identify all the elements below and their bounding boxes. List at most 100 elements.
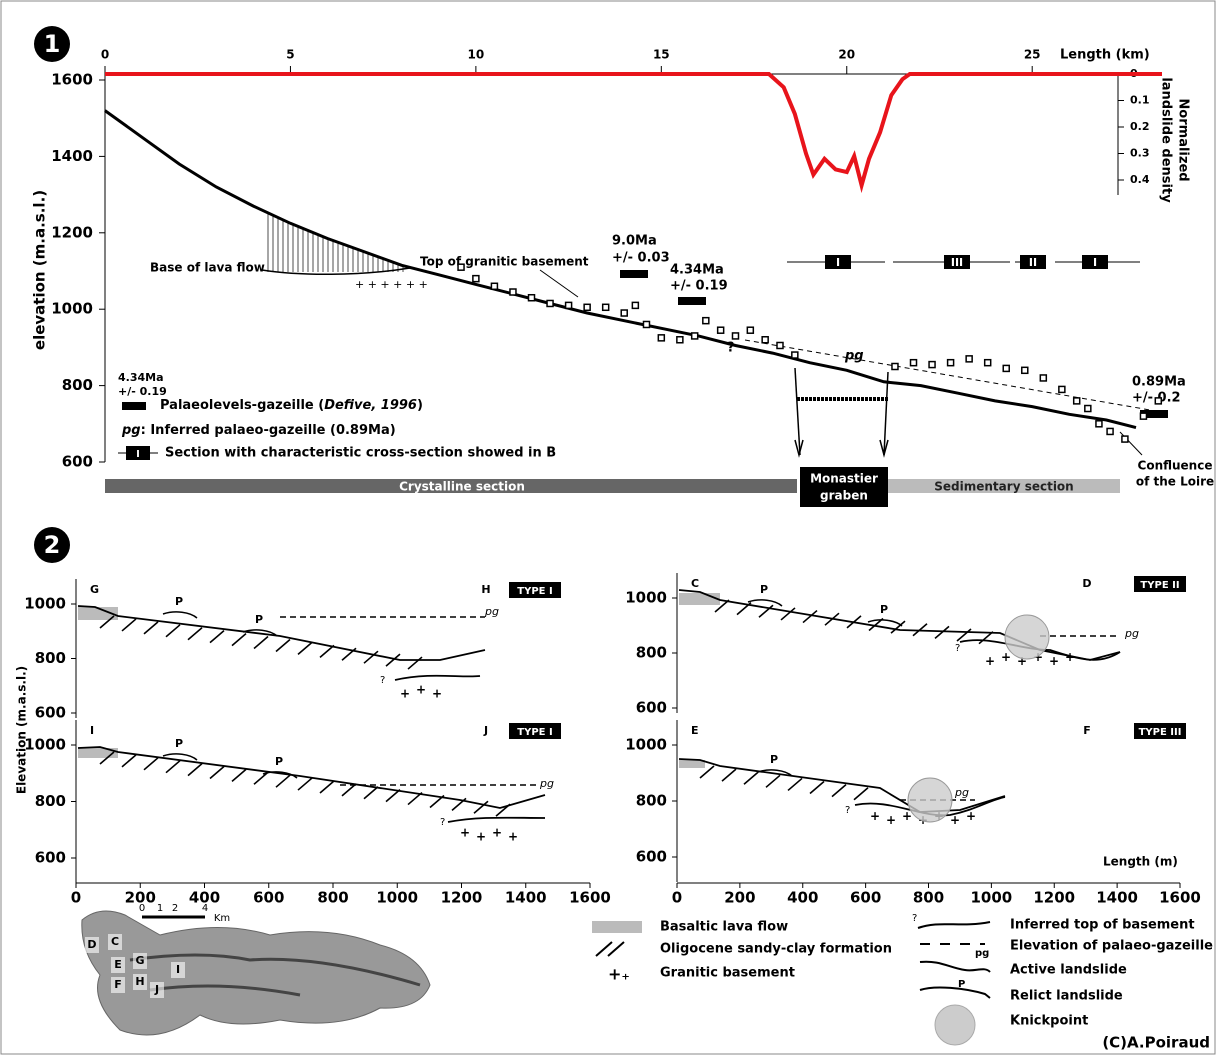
basement-q: ? — [380, 675, 385, 686]
relict-label: P — [175, 595, 183, 608]
type-label: TYPE I — [517, 586, 552, 597]
x-tick-label: 1000 — [376, 889, 418, 907]
y-tick-label: 600 — [636, 699, 667, 717]
oligocene-hatch — [121, 754, 137, 768]
bar-label: Monastier — [810, 472, 878, 486]
legend-swatch — [592, 921, 642, 933]
panel-number: 2 — [44, 531, 61, 559]
legend-text: +/- 0.19 — [118, 385, 167, 398]
type-box — [509, 723, 561, 739]
legend-text: pg — [975, 948, 989, 959]
x-tick-label: 1600 — [1159, 889, 1201, 907]
basement-point — [946, 358, 955, 367]
annotation: +/- 0.19 — [670, 279, 728, 294]
y2-axis-label: Normalized — [1176, 98, 1191, 181]
badge — [34, 527, 70, 563]
profile-start: E — [691, 724, 699, 737]
legend-text: ) — [417, 398, 423, 413]
map-label: E — [114, 958, 122, 971]
profile-start: G — [90, 583, 99, 596]
basement-point — [983, 358, 992, 367]
legend-text: P — [958, 979, 965, 990]
basement-point — [1039, 374, 1048, 382]
knickpoint — [1004, 614, 1050, 660]
lava-base — [261, 267, 411, 276]
annotation: 0.89Ma — [1132, 375, 1186, 390]
y2-tick-label: 0.4 — [1130, 173, 1150, 186]
bar-label: Sedimentary section — [934, 480, 1073, 494]
fault — [794, 367, 801, 456]
relict-label: P — [760, 583, 768, 596]
y2-tick-label: 0.2 — [1130, 120, 1150, 133]
map-label: J — [154, 983, 159, 996]
relict-landslide — [242, 629, 278, 637]
section-box — [1020, 255, 1046, 269]
section-label: II — [1029, 256, 1037, 269]
map-labels: D CE GF HJ I 0 1 2 4 Km — [85, 903, 230, 998]
basement-point — [457, 263, 465, 271]
scale-label: 1 — [157, 903, 163, 914]
y2-tick-label: 0.3 — [1130, 147, 1150, 160]
x-tick-label: 400 — [787, 889, 818, 907]
basement-point — [1084, 404, 1092, 413]
oligocene-hatch — [721, 768, 737, 782]
oligocene-hatch — [890, 620, 906, 634]
age-bar — [678, 297, 706, 305]
y-tick-label: 800 — [636, 644, 667, 662]
x-tick-label: 0 — [101, 48, 109, 62]
map-label: H — [135, 975, 144, 988]
granite-symbol: + — [870, 809, 880, 823]
x-tick-label: 200 — [125, 889, 156, 907]
y-tick-label: 1000 — [625, 589, 667, 607]
map-label-bg — [171, 962, 185, 978]
granite-symbol: + — [508, 830, 518, 844]
legend-swatch — [595, 941, 625, 957]
basement-point — [1139, 412, 1148, 420]
granite-symbol: + — [416, 683, 426, 697]
legend-text: Relict landslide — [1010, 989, 1123, 1004]
legend-text: Palaeolevels-gazeille (Defive, 1996) — [160, 398, 423, 413]
map-label: G — [135, 954, 144, 967]
oligocene-hatch — [780, 607, 796, 621]
y-tick-label: 600 — [62, 453, 93, 471]
y-tick-label: 800 — [35, 792, 66, 810]
granite-symbol: + — [492, 826, 502, 840]
x-tick-label: 800 — [913, 889, 944, 907]
oligocene-hatch — [143, 621, 159, 635]
type-box — [1134, 576, 1186, 592]
bar-label: graben — [820, 489, 868, 503]
legend-text: Elevation of palaeo-gazeille — [1010, 939, 1213, 954]
x-tick-label: 600 — [850, 889, 881, 907]
y-tick-label: 1000 — [24, 595, 66, 613]
oligocene-hatch — [121, 618, 137, 632]
granite-symbol: + — [886, 813, 896, 827]
profile-end: D — [1082, 577, 1091, 590]
granite-symbol: + + + + + + — [355, 278, 428, 291]
basement-point — [676, 336, 684, 344]
knickpoint — [907, 777, 953, 823]
basement-point — [690, 332, 699, 340]
oligocene-hatch — [253, 771, 269, 785]
legend-text: Defive, 1996 — [324, 398, 417, 413]
oligocene-hatch — [385, 789, 401, 803]
legend-text: Knickpoint — [1010, 1014, 1088, 1029]
granite-symbol: + — [966, 809, 976, 823]
oligocene-hatch — [743, 771, 759, 785]
granite-symbol: + — [1017, 654, 1027, 668]
legend-swatch — [126, 446, 150, 460]
basement-point — [631, 301, 640, 310]
relict-landslide — [162, 611, 198, 619]
basement-top — [959, 639, 1121, 661]
legend-text: pg — [121, 423, 141, 438]
basement-point — [702, 316, 710, 325]
oligocene-hatch — [275, 638, 291, 653]
badge — [34, 26, 70, 62]
map-relief — [81, 910, 431, 1036]
section-bar — [888, 479, 1120, 493]
profile-end: F — [1083, 724, 1091, 737]
x-tick-label: 400 — [189, 889, 220, 907]
oligocene-hatch — [407, 656, 423, 670]
legend-swatch — [122, 402, 146, 410]
landslide-density — [105, 72, 1162, 194]
basement-point — [909, 358, 918, 367]
